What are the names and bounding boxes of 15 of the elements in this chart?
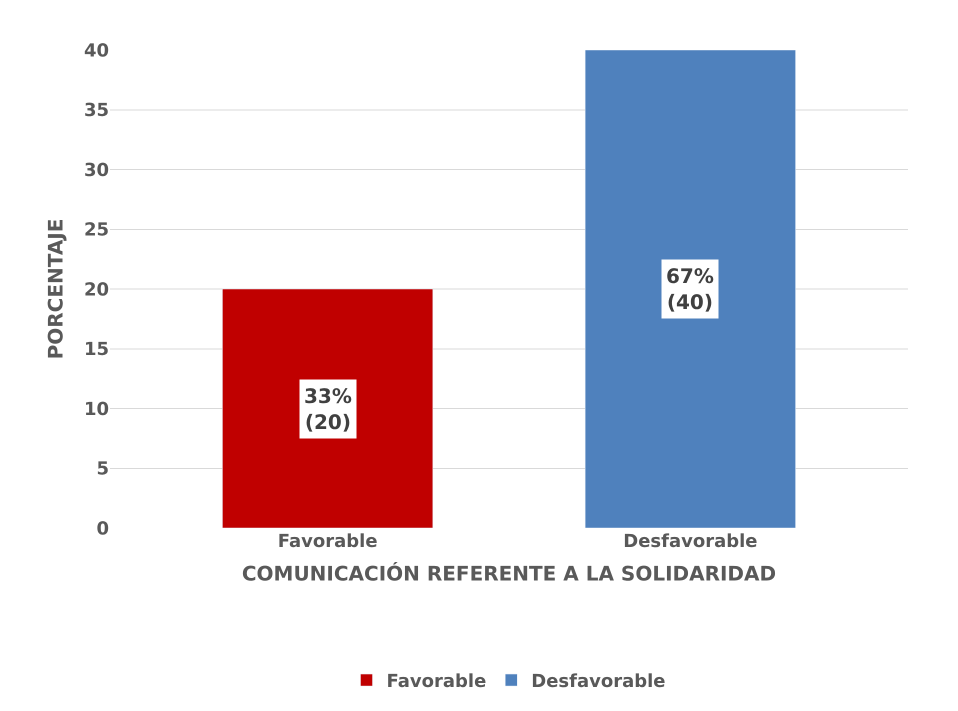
y-axis-title: PORCENTAJE xyxy=(43,218,68,360)
y-tick-label: 10 xyxy=(84,398,109,420)
y-tick-label: 15 xyxy=(84,339,109,360)
y-tick-label: 25 xyxy=(84,220,109,241)
data-label: 33% (20) xyxy=(304,384,352,434)
y-tick-label: 0 xyxy=(96,518,109,540)
x-axis-title: COMUNICACIÓN REFERENTE A LA SOLIDARIDAD xyxy=(242,562,776,586)
y-tick-label: 35 xyxy=(84,100,109,122)
y-tick-label: 5 xyxy=(96,458,109,480)
y-tick-label: 40 xyxy=(84,40,109,62)
data-label: 67% (40) xyxy=(666,264,714,314)
y-tick-label: 20 xyxy=(84,279,109,300)
legend-label: Desfavorable xyxy=(531,671,666,692)
y-tick-label: 30 xyxy=(84,160,109,181)
legend-label: Favorable xyxy=(386,671,486,692)
